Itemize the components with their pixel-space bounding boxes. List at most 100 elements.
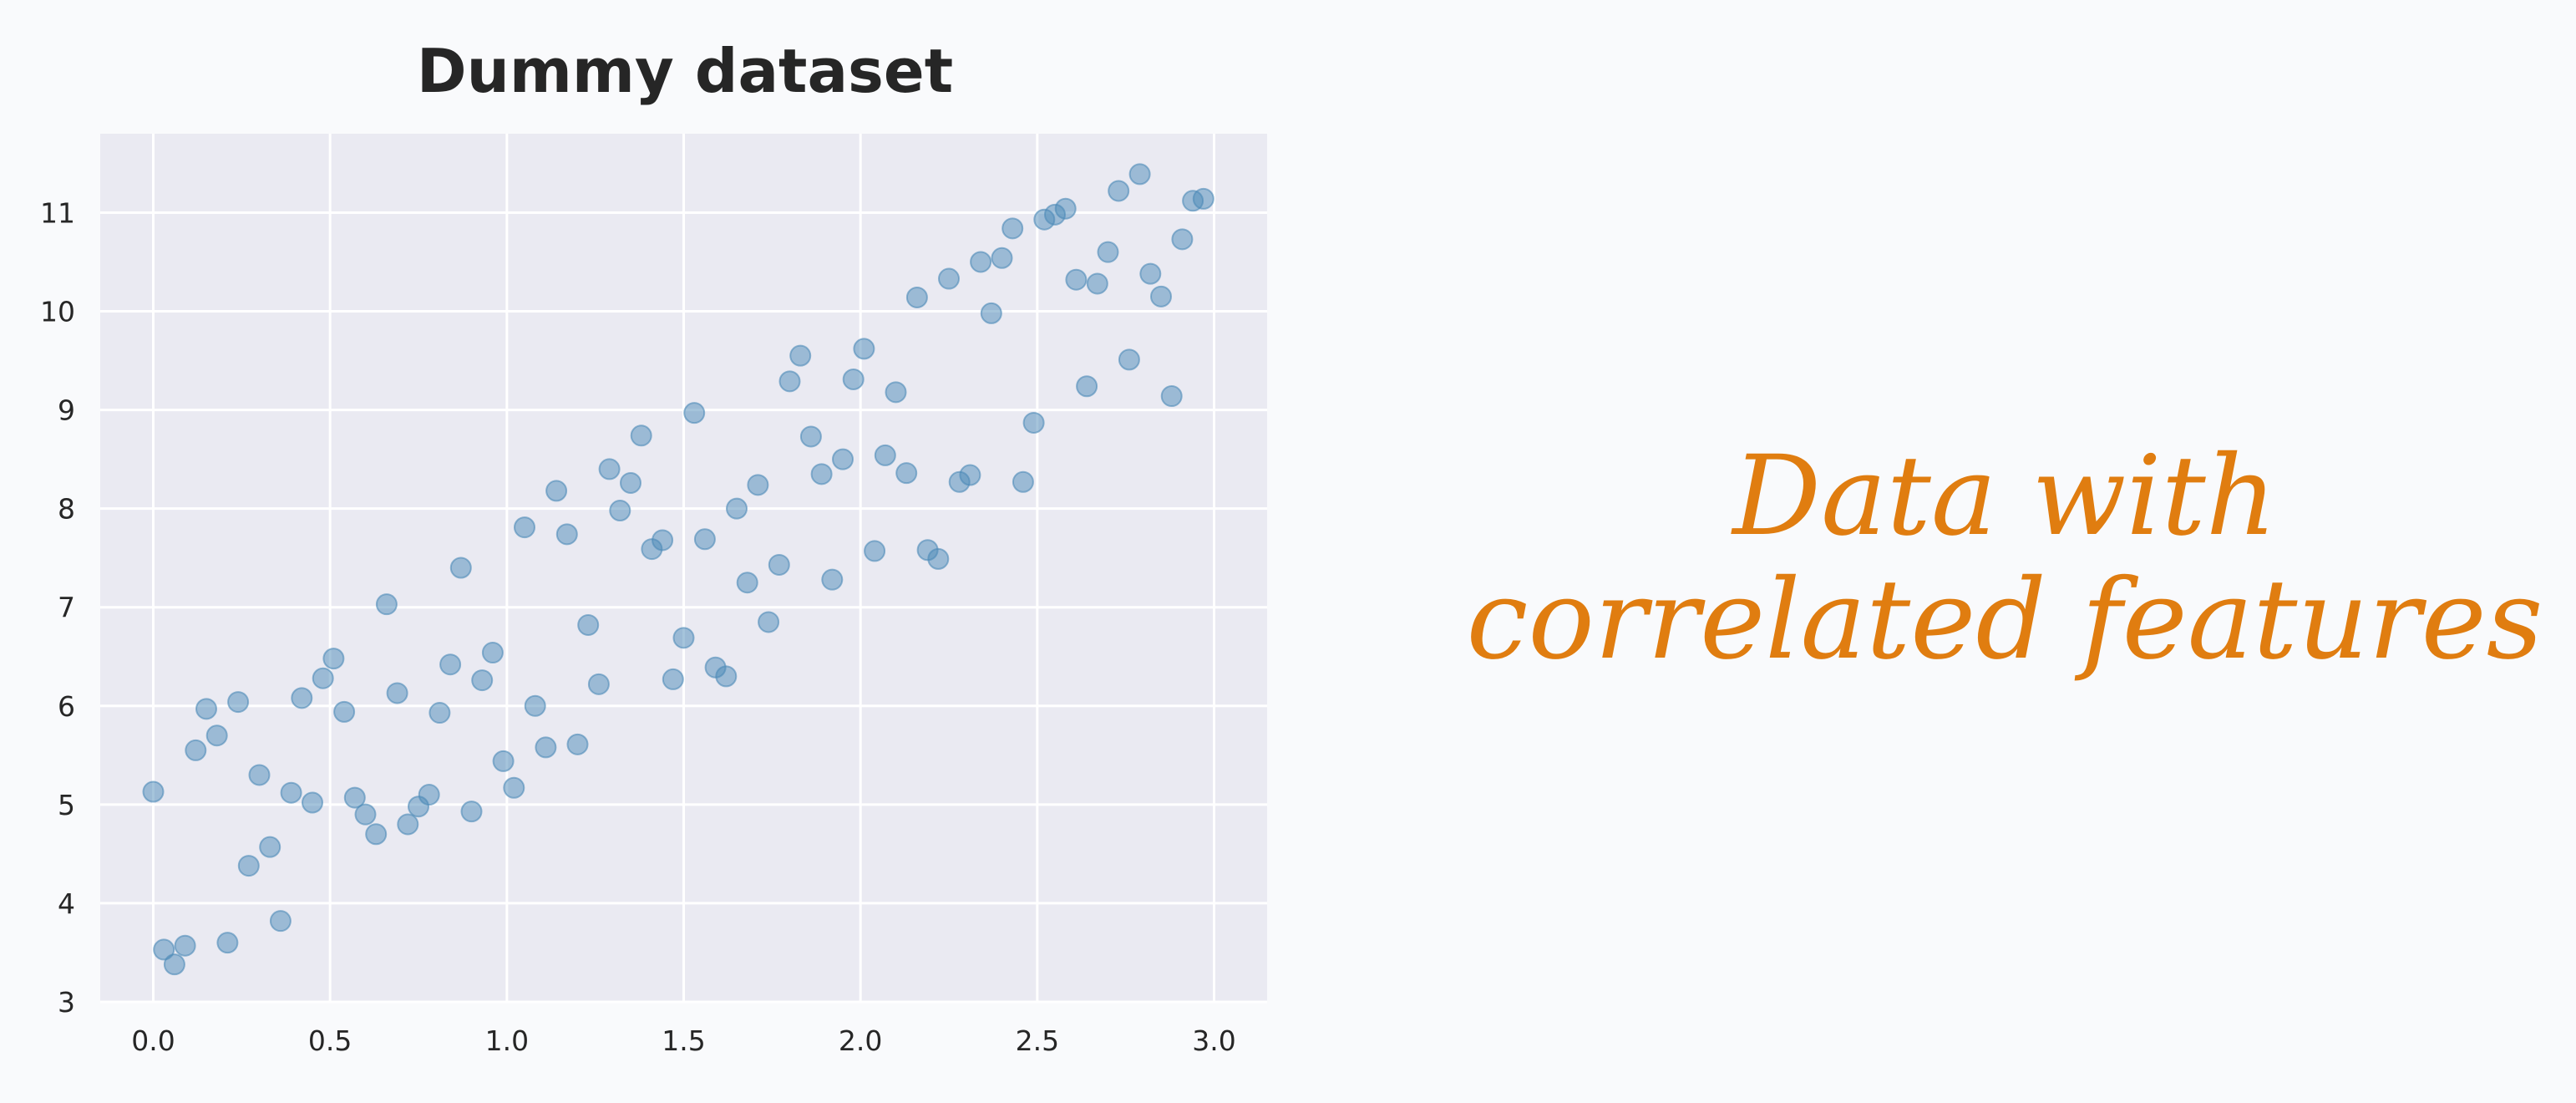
data-point [418, 784, 440, 806]
x-axis-ticks: 0.0 0.5 1.0 1.5 2.0 2.5 3.0 [131, 1024, 1235, 1057]
data-point [460, 801, 483, 823]
y-tick-label: 7 [58, 592, 75, 624]
data-point [715, 665, 738, 688]
data-point [905, 286, 928, 308]
data-point [343, 786, 366, 809]
data-point [1150, 285, 1172, 308]
x-tick-label: 0.0 [131, 1024, 175, 1057]
data-point [832, 448, 854, 470]
data-point [1076, 375, 1098, 398]
data-point [980, 302, 1002, 324]
caption-line-2: correlated features [1466, 556, 2543, 684]
data-point [853, 338, 875, 360]
data-point [1022, 411, 1045, 434]
data-point [1139, 262, 1162, 285]
data-point [237, 855, 260, 877]
y-tick-label: 11 [40, 196, 75, 229]
data-point [799, 425, 822, 448]
x-tick-label: 3.0 [1192, 1024, 1235, 1057]
data-point [185, 739, 207, 761]
data-point [821, 568, 844, 591]
data-point [227, 691, 250, 714]
data-point [1001, 217, 1024, 240]
data-point [302, 791, 323, 814]
data-point [747, 474, 769, 496]
data-point [174, 934, 196, 957]
data-point [375, 593, 398, 616]
data-point [789, 344, 812, 367]
data-point [874, 444, 896, 466]
data-point [577, 613, 600, 636]
data-point [471, 669, 494, 692]
data-point [683, 402, 706, 424]
data-point [195, 698, 217, 720]
data-point [672, 627, 695, 649]
x-tick-label: 1.0 [485, 1024, 529, 1057]
data-point [1086, 272, 1108, 295]
data-point [1012, 470, 1034, 493]
data-point [365, 823, 388, 846]
data-point [322, 648, 345, 670]
data-point [885, 381, 907, 404]
data-point [938, 267, 960, 290]
data-point [163, 953, 185, 976]
data-point [598, 458, 621, 480]
x-tick-label: 1.5 [662, 1024, 705, 1057]
data-point [566, 733, 589, 755]
data-point [449, 557, 472, 579]
grid [100, 134, 1267, 1004]
data-point [864, 540, 886, 562]
data-point [736, 572, 758, 594]
data-point [280, 781, 302, 804]
data-point [524, 694, 546, 717]
data-point [142, 780, 165, 803]
y-tick-label: 8 [58, 493, 75, 526]
data-point [768, 553, 790, 576]
data-point [842, 368, 865, 390]
data-point [205, 724, 228, 747]
data-point [1054, 197, 1077, 220]
data-points [142, 163, 1214, 976]
data-point [1171, 228, 1194, 251]
x-tick-label: 0.5 [308, 1024, 352, 1057]
caption-line-1: Data with [1732, 432, 2277, 561]
data-point [609, 500, 631, 522]
y-tick-label: 4 [58, 887, 75, 920]
data-point [428, 702, 451, 724]
data-point [492, 750, 515, 772]
data-point [397, 813, 419, 836]
data-point [1097, 241, 1119, 263]
y-tick-label: 9 [58, 394, 75, 427]
data-point [386, 682, 408, 704]
x-tick-label: 2.5 [1016, 1024, 1059, 1057]
data-point [693, 528, 716, 551]
data-point [895, 462, 918, 485]
data-point [439, 653, 462, 676]
data-point [354, 803, 377, 826]
data-point [630, 424, 652, 447]
chart-title: Dummy dataset [417, 36, 953, 106]
y-axis-ticks: 3 4 5 6 7 8 9 10 11 [40, 196, 75, 1019]
data-point [248, 764, 271, 786]
data-point [291, 687, 313, 709]
data-point [333, 700, 356, 723]
data-point [1160, 385, 1183, 408]
data-point [259, 836, 281, 858]
data-point [535, 736, 557, 759]
data-point [970, 251, 992, 273]
data-point [514, 516, 535, 539]
data-point [959, 464, 981, 486]
data-point [269, 910, 292, 933]
data-point [758, 611, 780, 633]
data-point [810, 463, 833, 485]
data-point [153, 938, 175, 961]
data-point [1118, 348, 1140, 371]
y-tick-label: 3 [58, 986, 75, 1019]
data-point [312, 667, 334, 689]
y-tick-label: 10 [40, 296, 75, 328]
data-point [481, 642, 504, 664]
data-point [778, 370, 801, 393]
data-point [1192, 187, 1214, 210]
data-point [991, 247, 1013, 269]
